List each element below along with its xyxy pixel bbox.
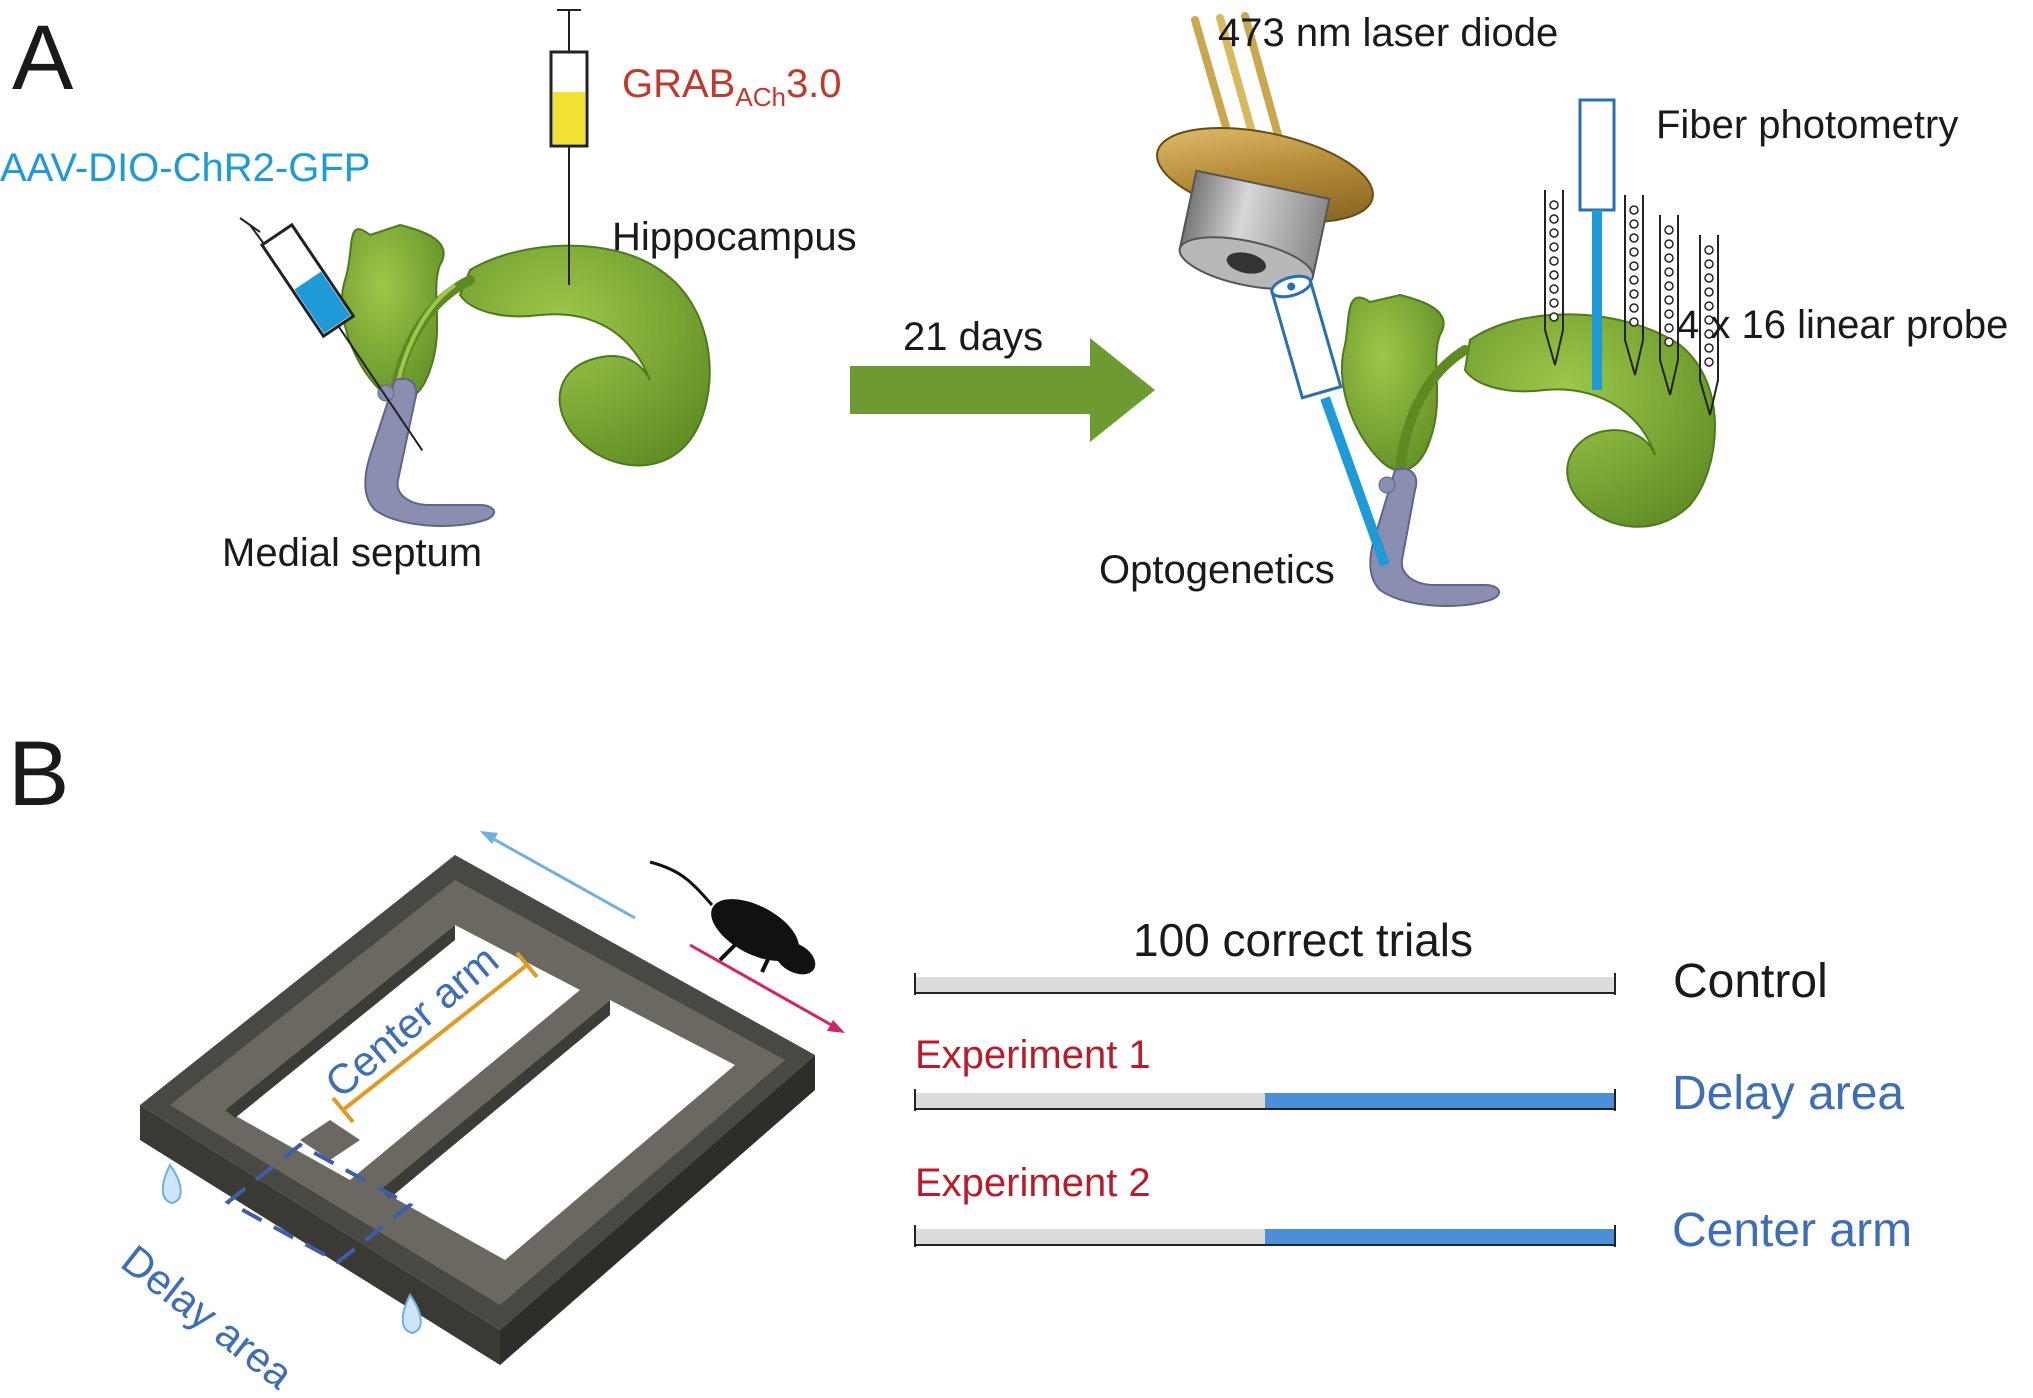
probe-site	[1549, 256, 1559, 266]
probe-site	[1629, 219, 1639, 229]
syringe-blue-icon	[239, 217, 424, 452]
probe-site	[1704, 273, 1714, 283]
syringe-yellow-icon	[549, 9, 589, 285]
condition-control: Control	[1673, 955, 1828, 1008]
probe-site	[1664, 309, 1674, 319]
probe-site	[1704, 287, 1714, 297]
condition-delay-area: Delay area	[1672, 1067, 1905, 1120]
water-drop-icon	[401, 1293, 422, 1335]
experiment-1-label: Experiment 1	[915, 1033, 1151, 1077]
grab-sub: ACh	[735, 82, 786, 112]
laser-label: 473 nm laser diode	[1218, 11, 1559, 55]
injection-label-grab: GRABACh3.0	[622, 64, 842, 110]
grab-suffix: 3.0	[785, 62, 842, 106]
probe-site	[1704, 245, 1714, 255]
direction-arrows	[480, 831, 845, 1033]
probe-site	[1704, 329, 1714, 339]
arrow-label: 21 days	[903, 315, 1044, 359]
probe-site	[1664, 295, 1674, 305]
mouse-icon	[649, 860, 816, 975]
maze-illustration	[140, 855, 815, 1365]
probe-site	[1549, 298, 1559, 308]
panel-letter-b: B	[8, 723, 70, 825]
probe-site	[1704, 301, 1714, 311]
probe-site	[1549, 242, 1559, 252]
probe-site	[1704, 259, 1714, 269]
medial-septum-right-illustration	[1369, 467, 1500, 607]
panel-letter-a: A	[12, 7, 74, 109]
fiber-photometry-icon	[1578, 98, 1616, 390]
probe-site	[1664, 281, 1674, 291]
trial-bar-baseline	[915, 977, 1615, 993]
probe-site	[1664, 337, 1674, 347]
schematic-figure	[140, 9, 1719, 1365]
experiment-2-label: Experiment 2	[915, 1161, 1151, 1205]
probe-site	[1704, 343, 1714, 353]
optogenetics-label: Optogenetics	[1099, 548, 1335, 592]
fiber-photometry-label: Fiber photometry	[1656, 103, 1959, 147]
probe-site	[1629, 205, 1639, 215]
probe-site	[1629, 247, 1639, 257]
linear-probe-icon	[1544, 190, 1719, 416]
probe-site	[1629, 261, 1639, 271]
probe-site	[1549, 270, 1559, 280]
probe-site	[1664, 323, 1674, 333]
probe-site	[1629, 233, 1639, 243]
probe-site	[1664, 225, 1674, 235]
trial-bar-stimulation	[1265, 1229, 1615, 1245]
trial-bars	[914, 973, 1616, 1247]
trial-bar-stimulation	[1265, 1093, 1615, 1109]
probe-site	[1549, 284, 1559, 294]
medial-septum-left-illustration	[364, 377, 495, 527]
water-drop-icon	[161, 1163, 182, 1205]
probe-site	[1549, 214, 1559, 224]
probe-site	[1704, 357, 1714, 367]
probe-site	[1629, 317, 1639, 327]
optic-fiber-icon	[1270, 274, 1390, 567]
probe-site	[1549, 312, 1559, 322]
timeline-arrow-icon	[850, 338, 1155, 442]
probe-site	[1664, 253, 1674, 263]
probe-site	[1549, 200, 1559, 210]
probe-site	[1664, 239, 1674, 249]
injection-label-chr2: AAV-DIO-ChR2-GFP	[0, 146, 371, 190]
condition-center-arm: Center arm	[1672, 1204, 1913, 1257]
probe-site	[1704, 315, 1714, 325]
probe-site	[1629, 289, 1639, 299]
probe-site	[1629, 303, 1639, 313]
probe-label: 4 x 16 linear probe	[1677, 303, 2009, 347]
probe-site	[1664, 267, 1674, 277]
medial-septum-label: Medial septum	[222, 531, 483, 575]
probe-site	[1549, 228, 1559, 238]
bar-header: 100 correct trials	[1133, 914, 1474, 966]
hippocampus-label: Hippocampus	[612, 215, 857, 259]
grab-main: GRAB	[622, 62, 736, 106]
laser-diode-icon	[1156, 12, 1374, 290]
probe-site	[1629, 275, 1639, 285]
